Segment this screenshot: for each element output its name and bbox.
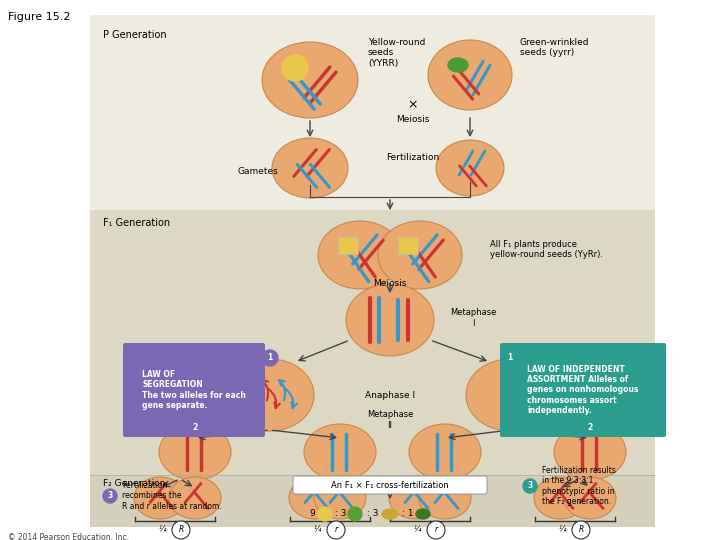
Text: Fertilization
recombines the
R and r alleles at random.: Fertilization recombines the R and r all… [122,481,222,511]
Ellipse shape [534,477,586,519]
Circle shape [427,521,445,539]
Text: Gametes: Gametes [238,167,279,177]
Text: R: R [578,525,584,535]
Text: ¼: ¼ [159,525,169,535]
Ellipse shape [169,477,221,519]
Ellipse shape [318,221,402,289]
Text: Yellow-round
seeds
(YYRR): Yellow-round seeds (YYRR) [368,38,426,68]
Ellipse shape [428,40,512,110]
Bar [90,15,655,210]
Text: Fertilization results
in the 9:3:3:1
phenotypic ratio in
the F₂ generation.: Fertilization results in the 9:3:3:1 phe… [542,466,616,506]
Ellipse shape [466,359,554,431]
Text: Meiosis: Meiosis [373,279,407,287]
Text: Metaphase
I: Metaphase I [450,308,496,328]
Text: : 3: : 3 [367,510,379,518]
Circle shape [523,479,537,493]
Ellipse shape [262,42,358,118]
Text: 3: 3 [527,482,533,490]
FancyBboxPatch shape [398,237,418,254]
Ellipse shape [382,509,398,519]
Text: ¼: ¼ [414,525,424,535]
Ellipse shape [448,58,468,72]
Text: Metaphase
II: Metaphase II [366,410,413,430]
Circle shape [582,420,598,436]
Text: ×: × [408,98,418,111]
Ellipse shape [289,477,341,519]
Text: F₁ Generation: F₁ Generation [103,218,170,228]
Ellipse shape [419,477,471,519]
Ellipse shape [378,221,462,289]
Circle shape [572,521,590,539]
Circle shape [172,521,190,539]
Circle shape [318,507,332,521]
Circle shape [187,420,203,436]
Circle shape [502,350,518,366]
Ellipse shape [226,359,314,431]
Text: Meiosis: Meiosis [396,116,430,125]
FancyBboxPatch shape [293,476,487,494]
Text: LAW OF
SEGREGATION
The two alleles for each
gene separate.: LAW OF SEGREGATION The two alleles for e… [142,370,246,410]
Ellipse shape [554,424,626,480]
Text: Anaphase I: Anaphase I [365,390,415,400]
Text: All F₁ plants produce
yellow-round seeds (YyRr).: All F₁ plants produce yellow-round seeds… [490,240,603,259]
Ellipse shape [436,140,504,196]
Text: r: r [334,525,338,535]
Text: R: R [179,525,184,535]
Text: Green-wrinkled
seeds (yyrr): Green-wrinkled seeds (yyrr) [520,38,590,57]
Text: : 1: : 1 [402,510,413,518]
Text: An F₁ × F₁ cross-fertilization: An F₁ × F₁ cross-fertilization [331,482,449,490]
Text: 1: 1 [508,354,513,362]
Text: r: r [434,525,438,535]
FancyBboxPatch shape [123,343,265,437]
FancyBboxPatch shape [338,237,358,254]
Text: LAW OF INDEPENDENT
ASSORTMENT Alleles of
genes on nonhomologous
chromosomes asso: LAW OF INDEPENDENT ASSORTMENT Alleles of… [527,364,639,415]
Text: Fertilization: Fertilization [387,153,440,163]
Ellipse shape [272,138,348,198]
Text: : 3: : 3 [335,510,346,518]
Ellipse shape [389,477,441,519]
Text: 3: 3 [107,491,112,501]
Text: 2: 2 [588,423,593,433]
FancyBboxPatch shape [500,343,666,437]
Ellipse shape [159,424,231,480]
Circle shape [327,521,345,539]
Text: © 2014 Pearson Education, Inc.: © 2014 Pearson Education, Inc. [8,533,129,540]
Ellipse shape [314,477,366,519]
Text: 1: 1 [267,354,273,362]
Ellipse shape [134,477,186,519]
Text: ¼: ¼ [314,525,324,535]
Text: F₂ Generation: F₂ Generation [103,479,166,488]
Bar [90,475,655,527]
Ellipse shape [416,509,430,519]
Text: ¼: ¼ [559,525,569,535]
Text: Figure 15.2: Figure 15.2 [8,12,71,22]
Text: 2: 2 [192,423,197,433]
Text: 9: 9 [310,510,315,518]
Ellipse shape [304,424,376,480]
Text: P Generation: P Generation [103,30,166,40]
Ellipse shape [346,284,434,356]
Circle shape [282,55,308,81]
Bar [90,210,655,445]
Ellipse shape [409,424,481,480]
Ellipse shape [564,477,616,519]
Circle shape [348,507,362,521]
Bar [90,440,655,480]
Circle shape [262,350,278,366]
Circle shape [103,489,117,503]
